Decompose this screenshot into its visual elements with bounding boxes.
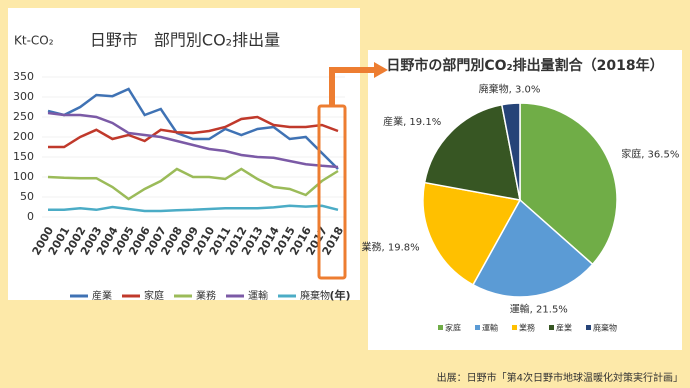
y-tick-label: 250 [13,110,34,123]
data-label: 廃棄物, 3.0% [479,82,541,95]
y-tick-label: 150 [13,150,34,163]
data-label: 運輸, 21.5% [510,302,568,315]
pie-slice [423,103,521,201]
legend-label: 業務 [196,289,216,302]
unit-label: Kt-CO₂ [14,34,54,48]
series-line [47,167,339,201]
data-label: 産業, 19.1% [383,115,441,128]
pie-slice [519,102,618,266]
series-line [48,204,339,213]
legend-label: 産業 [556,323,572,333]
data-label: 家庭, 36.5% [621,147,679,160]
y-tick-label: 300 [13,90,34,103]
x-axis-label: (年) [329,288,350,302]
y-tick-label: 0 [27,210,34,223]
arrow [329,67,375,106]
legend-label: 業務 [519,323,535,333]
y-tick-label: 50 [20,190,34,203]
pie-slice [500,102,521,201]
source-note: 出展：日野市「第4次日野市地球温暖化対策実行計画」 [437,371,683,384]
legend-swatch [586,325,591,330]
pie-slice [471,198,594,298]
series-line [47,87,339,170]
legend-label: 家庭 [144,289,164,302]
chart-title: 日野市の部門別CO₂排出量割合（2018年） [386,57,663,74]
chart-title: 日野市 部門別CO₂排出量 [90,31,280,50]
legend-swatch [475,325,480,330]
line-panel [8,8,360,300]
legend-label: 運輸 [248,289,268,302]
data-label: 業務, 19.8% [362,240,420,253]
y-tick-label: 200 [13,130,34,143]
legend-label: 廃棄物 [593,323,617,333]
legend-label: 運輸 [482,323,498,333]
legend-label: 家庭 [445,323,461,333]
legend-swatch [549,325,554,330]
legend-swatch [438,325,443,330]
pie-slice [422,181,522,286]
arrow-head [374,62,388,78]
legend-swatch [512,325,517,330]
y-tick-label: 350 [13,70,34,83]
legend-label: 産業 [92,289,112,302]
y-tick-label: 100 [13,170,34,183]
series-line [47,111,339,169]
series-line [48,115,339,149]
legend-label: 廃棄物 [300,289,330,302]
